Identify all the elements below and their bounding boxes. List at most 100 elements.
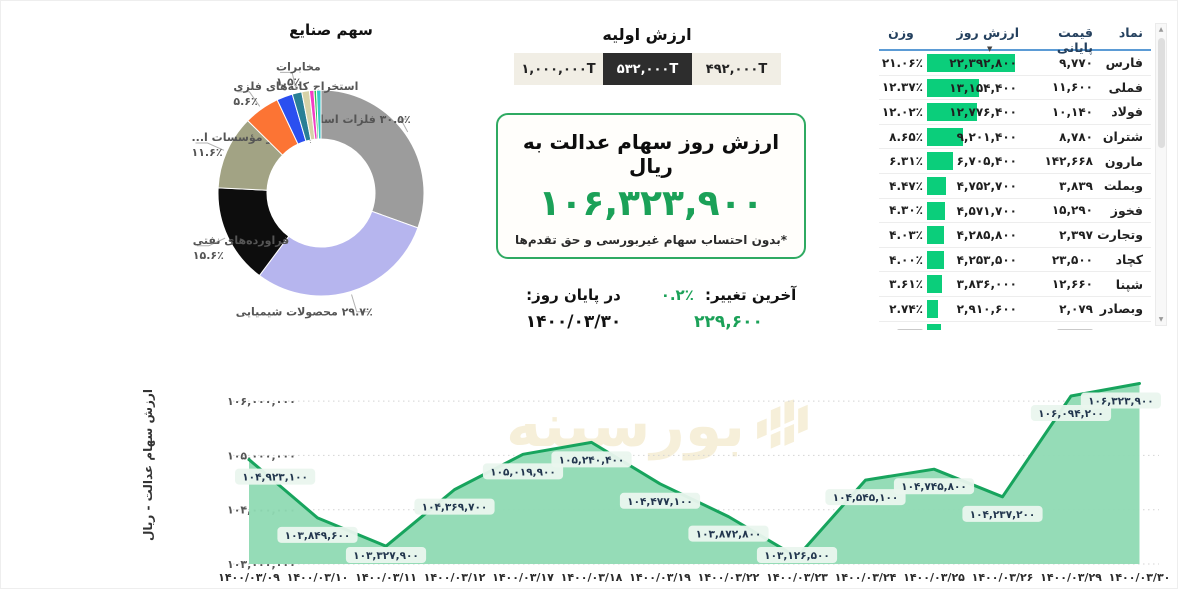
pie-slice <box>258 210 419 297</box>
cell-weight: ۲.۷۴٪ <box>889 301 923 316</box>
x-tick-label: ۱۴۰۰/۰۳/۲۴ <box>835 571 897 584</box>
x-tick-label: ۱۴۰۰/۰۳/۲۵ <box>903 571 965 584</box>
cell-close-price: ۱۱,۶۰۰ <box>1051 80 1093 95</box>
table-row[interactable]: مارون ۱۴۲,۶۶۸ ۶,۷۰۵,۴۰۰ ۶.۳۱٪ <box>879 149 1151 174</box>
cell-symbol: وبملت <box>1103 178 1143 194</box>
y-tick-label: ۱۰۵,۰۰۰,۰۰۰ <box>227 449 296 462</box>
point-value-label: ۱۰۴,۹۲۳,۱۰۰ <box>242 472 308 484</box>
value-bar <box>927 275 942 294</box>
industry-share-donut-chart: ۳۰.۵٪ فلزات اساسی ۲۹.۷٪ محصولات شیمیایی فر… <box>192 60 425 319</box>
point-label-pill <box>1030 404 1112 421</box>
cell-close-price: ۲,۰۷۹ <box>1059 301 1093 316</box>
point-value-label: ۱۰۴,۷۴۵,۸۰۰ <box>901 481 967 493</box>
x-tick-label: ۱۴۰۰/۰۳/۱۰ <box>287 571 349 584</box>
table-row[interactable]: شتران ۸,۷۸۰ ۹,۲۰۱,۴۰۰ ۸.۶۵٪ <box>879 125 1151 150</box>
table-row[interactable]: فملی ۱۱,۶۰۰ ۱۳,۱۵۴,۴۰۰ ۱۲.۳۷٪ <box>879 76 1151 101</box>
cell-day-value: ۴,۵۷۱,۷۰۰ <box>923 199 1019 223</box>
point-label-pill <box>825 489 906 506</box>
table-row[interactable]: فارس ۹,۷۷۰ ۲۲,۳۹۲,۸۰۰ ۲۱.۰۶٪ <box>879 51 1151 76</box>
cell-symbol: فخوز <box>1110 202 1143 218</box>
pie-slice <box>320 89 425 229</box>
cell-symbol: شپنا <box>1115 276 1143 292</box>
end-of-day-block: در پایان روز: ۱۴۰۰/۰۳/۳۰ <box>496 285 651 332</box>
scroll-up-icon[interactable]: ▲ <box>1158 26 1164 33</box>
initial-value-option[interactable]: ۴۹۲,۰۰۰T <box>692 53 781 85</box>
point-value-label: ۱۰۵,۲۴۰,۴۰۰ <box>559 454 625 466</box>
cell-weight: ۳.۶۱٪ <box>889 277 923 292</box>
table-row[interactable]: کچاد ۲۳,۵۰۰ ۴,۲۵۳,۵۰۰ ۴.۰۰٪ <box>879 248 1151 273</box>
value-bar <box>927 78 979 97</box>
value-bar <box>927 201 945 220</box>
cell-close-price: ۱۵,۲۹۰ <box>1051 203 1093 218</box>
cell-symbol: وبصادر <box>1099 301 1143 317</box>
point-value-label: ۱۰۳,۸۷۲,۸۰۰ <box>696 529 762 541</box>
value-bar <box>927 54 1015 72</box>
cell-weight: ۴.۴۷٪ <box>889 178 923 193</box>
table-scrollbar[interactable]: ▲ ▼ <box>1155 23 1167 326</box>
value-bar <box>927 152 953 171</box>
area-fill <box>249 383 1140 564</box>
header-close-price[interactable]: قیمت پایانی <box>1056 25 1093 55</box>
watermark-logo: بورسینه <box>506 384 816 468</box>
cell-close-price: ۱۰,۱۴۰ <box>1051 104 1093 119</box>
table-body: فارس ۹,۷۷۰ ۲۲,۳۹۲,۸۰۰ ۲۱.۰۶٪ فملی ۱۱,۶۰۰ ۱۳,۱۵… <box>879 51 1151 322</box>
watermark-text: بورسینه <box>506 391 746 461</box>
scroll-down-icon[interactable]: ▼ <box>1158 316 1164 323</box>
x-tick-label: ۱۴۰۰/۰۳/۱۸ <box>561 571 623 584</box>
x-tick-label: ۱۴۰۰/۰۳/۲۹ <box>1040 571 1102 584</box>
cell-day-value: ۴,۷۵۲,۷۰۰ <box>923 174 1019 198</box>
header-symbol[interactable]: نماد <box>1118 25 1143 40</box>
table-row[interactable]: وبصادر ۲,۰۷۹ ۲,۹۱۰,۶۰۰ ۲.۷۴٪ <box>879 297 1151 322</box>
x-tick-label: ۱۴۰۰/۰۳/۱۲ <box>424 571 486 584</box>
point-value-label: ۱۰۳,۳۲۷,۹۰۰ <box>353 550 419 562</box>
pie-slice <box>315 89 322 140</box>
cell-close-price: ۱۴۲,۶۶۸ <box>1044 154 1093 169</box>
point-label-pill <box>893 478 975 495</box>
x-tick-label: ۱۴۰۰/۰۳/۲۳ <box>766 571 828 584</box>
sort-desc-icon[interactable]: ▼ <box>987 45 993 53</box>
x-tick-label: ۱۴۰۰/۰۳/۳۰ <box>1109 571 1171 584</box>
initial-value-option-selected[interactable]: ۵۳۲,۰۰۰T <box>603 53 692 85</box>
point-value-label: ۱۰۶,۳۲۳,۹۰۰ <box>1088 396 1154 408</box>
cell-close-price: ۸,۷۸۰ <box>1059 129 1093 144</box>
initial-value-option[interactable]: ۱,۰۰۰,۰۰۰T <box>514 53 603 85</box>
last-change-value: ۲۲۹,۶۰۰ <box>694 312 763 332</box>
table-row[interactable]: وتجارت ۲,۳۹۷ ۴,۲۸۵,۸۰۰ ۴.۰۳٪ <box>879 223 1151 248</box>
pie-label: ۲۹.۷٪ محصولات شیمیایی <box>236 306 373 319</box>
header-weight[interactable]: وزن <box>888 25 914 40</box>
table-row[interactable]: وبملت ۳,۸۳۹ ۴,۷۵۲,۷۰۰ ۴.۴۷٪ <box>879 174 1151 199</box>
cell-weight: ۲۱.۰۶٪ <box>881 55 923 70</box>
cell-weight: ۶.۳۱٪ <box>889 154 923 169</box>
stats-row: آخرین تغییر: ۰.۲٪ ۲۲۹,۶۰۰ در پایان روز: … <box>496 285 806 332</box>
point-value-label: ۱۰۳,۱۲۶,۵۰۰ <box>764 550 830 562</box>
point-value-label: ۱۰۵,۰۱۹,۹۰۰ <box>490 466 556 478</box>
stocks-table: نماد قیمت پایانی ارزش روز ▼ وزن فارس ۹,۷۷… <box>879 15 1151 347</box>
header-day-value[interactable]: ارزش روز ▼ <box>956 25 1019 53</box>
table-row[interactable]: فولاد ۱۰,۱۴۰ ۱۲,۷۷۶,۴۰۰ ۱۲.۰۲٪ <box>879 100 1151 125</box>
cell-weight: ۴.۰۳٪ <box>889 227 923 242</box>
day-value-card: ارزش روز سهام عدالت به ریال ۱۰۶,۳۲۳,۹۰۰ … <box>496 113 806 259</box>
cell-close-price: ۱۲,۶۶۰ <box>1051 277 1093 292</box>
cell-close-price: ۹,۷۷۰ <box>1059 55 1093 70</box>
cell-close-price: ۲,۳۹۷ <box>1059 227 1093 242</box>
table-header: نماد قیمت پایانی ارزش روز ▼ وزن <box>879 15 1151 55</box>
point-value-label: ۱۰۶,۰۹۴,۲۰۰ <box>1038 408 1104 420</box>
x-tick-label: ۱۴۰۰/۰۳/۲۲ <box>698 571 760 584</box>
cell-close-price: ۲۳,۵۰۰ <box>1051 252 1093 267</box>
cell-close-price: ۳,۸۳۹ <box>1059 178 1093 193</box>
cell-weight: ۴.۳۰٪ <box>889 203 923 218</box>
point-label-pill <box>551 451 632 468</box>
table-row[interactable]: فخوز ۱۵,۲۹۰ ۴,۵۷۱,۷۰۰ ۴.۳۰٪ <box>879 199 1151 224</box>
cell-symbol: کچاد <box>1115 252 1143 268</box>
day-value-amount: ۱۰۶,۳۲۳,۹۰۰ <box>538 183 764 224</box>
card-footnote: *بدون احتساب سهام غیربورسی و حق تقدم‌ها <box>515 233 787 247</box>
cell-symbol: فولاد <box>1111 104 1143 120</box>
value-bar <box>927 176 946 195</box>
point-value-label: ۱۰۴,۳۶۹,۷۰۰ <box>422 502 488 514</box>
scrollbar-thumb[interactable] <box>1158 38 1165 148</box>
point-label-pill <box>962 505 1043 522</box>
x-tick-label: ۱۴۰۰/۰۳/۱۹ <box>629 571 691 584</box>
value-bar <box>927 299 938 318</box>
table-row[interactable]: شپنا ۱۲,۶۶۰ ۳,۸۳۶,۰۰۰ ۳.۶۱٪ <box>879 272 1151 297</box>
